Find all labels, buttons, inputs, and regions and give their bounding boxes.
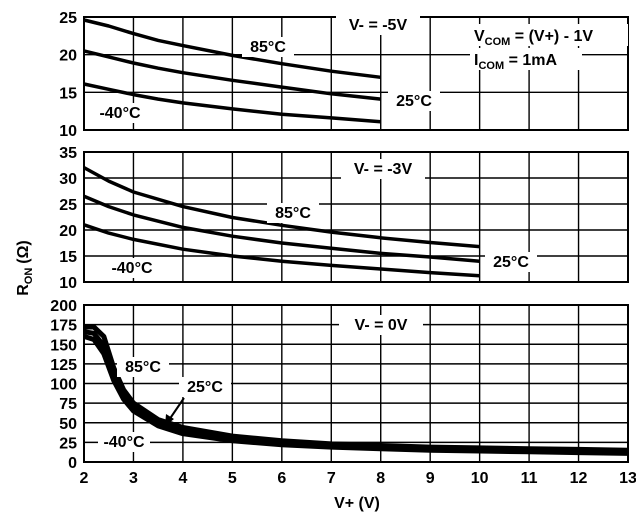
series-line [83,194,480,263]
x-tick-label: 6 [277,470,286,487]
x-axis-label: V+ (V) [334,495,380,512]
series-label-bg [267,203,319,223]
series-line [83,223,480,278]
series-line [83,166,480,249]
series-label-bg [485,252,537,272]
x-tick-label: 2 [80,470,89,487]
series-label: 85°C [250,39,286,56]
series-label-bg [117,357,169,377]
series-label: 25°C [396,93,432,110]
x-tick-label: 10 [471,470,489,487]
label-pointer-arrowhead [165,414,174,426]
series-label: -40°C [111,260,153,277]
series-label: 85°C [275,205,311,222]
y-tick-label: 75 [59,396,77,413]
x-tick-label: 4 [178,470,187,487]
series-label: 85°C [125,359,161,376]
plot-frame [83,151,629,283]
series-label-bg [98,432,150,452]
panel-3: 0 25 50 75 100 125 150 175 200 V- = 0V 85°C 25°C -40… [50,298,629,472]
y-tick-label: 50 [59,416,77,433]
series-line [83,329,629,455]
panel-title-bg [336,15,420,35]
x-axis-ticks: 2 3 4 5 6 7 8 9 10 11 12 13 [80,470,636,487]
y-tick-label: 0 [68,455,77,472]
series-label-bg [106,258,158,278]
panel-title: V- = -5V [349,17,408,34]
x-tick-label: 9 [426,470,435,487]
y-tick-label: 100 [50,377,77,394]
x-tick-label: 8 [376,470,385,487]
plot-frame [83,304,629,463]
series-line [83,49,381,101]
x-tick-label: 5 [228,470,237,487]
x-tick-label: 12 [570,470,588,487]
y-tick-label: 15 [59,85,77,102]
series-label: -40°C [103,434,145,451]
y-tick-label: 25 [59,10,77,27]
panel-title: V- = -3V [354,161,413,178]
panel-title: V- = 0V [355,317,408,334]
y-tick-label: 200 [50,298,77,315]
series-label: -40°C [99,105,141,122]
x-tick-label: 11 [521,470,538,487]
y-tick-label: 125 [50,357,77,374]
y-axis-label: RON(Ω) [15,240,35,296]
y-tick-label: 25 [59,197,77,214]
y-tick-label: 10 [59,123,77,140]
y-tick-label: 175 [50,318,77,335]
y-tick-label: 10 [59,275,77,292]
y-tick-label: 30 [59,171,77,188]
series-label: 25°C [187,379,223,396]
y-tick-label: 150 [50,337,77,354]
panel-title-bg [339,315,423,335]
y-tick-label: 35 [59,145,77,162]
series-label-bg [388,91,440,111]
x-tick-label: 13 [619,470,636,487]
label-pointer-line [168,397,185,421]
series-line [83,82,381,124]
y-tick-label: 15 [59,249,77,266]
x-tick-label: 7 [327,470,336,487]
series-label-bg [242,37,294,57]
panel-title-bg [341,159,425,179]
vcom-annotation: VCOM = (V+) - 1V [474,28,593,48]
panel-2: 10 15 20 25 30 35 V- = -3V 85°C 25°C -40°C [59,145,629,292]
series-label-bg [179,377,231,397]
panel-1: 10 15 20 25 V- = -5V 85°C 25°C -40°C [59,10,629,140]
series-label: 25°C [493,254,529,271]
vcom-annotation-bg [470,24,628,46]
y-tick-label: 20 [59,48,77,65]
icom-annotation: ICOM = 1mA [474,52,557,72]
y-tick-label: 20 [59,223,77,240]
icom-annotation-bg [470,48,582,70]
series-label-bg [94,103,146,123]
series-line [84,324,629,453]
series-line [83,18,381,80]
y-tick-label: 25 [59,435,77,452]
series-line [83,334,629,456]
x-tick-label: 3 [129,470,138,487]
